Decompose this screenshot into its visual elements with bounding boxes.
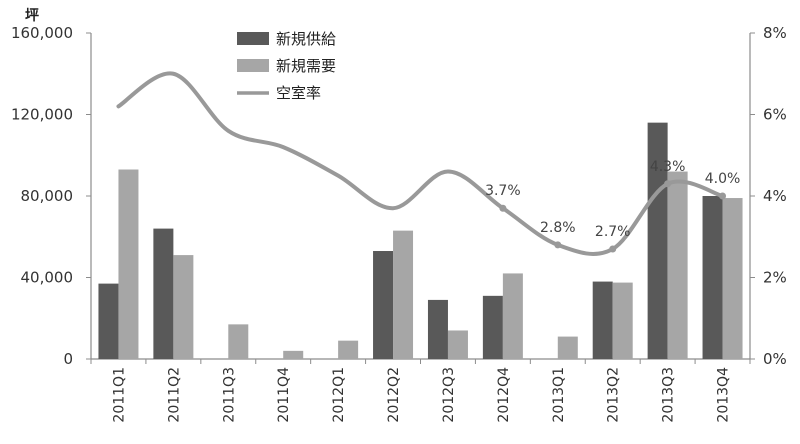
x-axis-ticks: 2011Q1 2011Q2 2011Q3 2011Q4 2012Q1 2012Q2 2012… [90,359,751,423]
right-tick-label: 8% [763,24,787,42]
x-tick-label: 2011Q4 [276,367,292,423]
legend-label-supply: 新規供給 [276,30,336,48]
x-tick-label: 2012Q1 [331,367,347,423]
bar-demand [612,282,633,359]
right-tick-label: 6% [763,106,787,124]
bar-supply [427,299,448,359]
legend-label-demand: 新規需要 [276,57,336,75]
x-tick-label: 2011Q3 [221,367,237,423]
left-axis-unit: 坪 [25,8,39,24]
x-tick-label: 2012Q3 [441,367,457,423]
right-axis-ticks: 0% 2% 4% 6% 8% [750,24,787,368]
bar-demand [118,169,139,359]
x-tick-label: 2013Q4 [716,367,732,423]
line-series [116,71,725,256]
x-tick-label: 2012Q2 [386,367,402,423]
bar-demand [228,324,249,359]
bar-supply [482,295,503,359]
bar-supply [373,251,394,359]
vacancy-data-label: 4.3% [650,159,686,175]
vacancy-point [609,245,617,253]
x-tick-label: 2013Q2 [606,367,622,423]
vacancy-point [719,192,727,200]
bar-supply [153,228,174,359]
bar-demand [393,230,414,359]
bar-supply [592,281,613,359]
bar-supply [702,196,723,359]
right-tick-label: 2% [763,269,787,287]
bar-demand [283,350,304,359]
right-tick-label: 0% [763,350,787,368]
legend: 新規供給 新規需要 空室率 [237,30,336,102]
x-tick-label: 2011Q2 [166,367,182,423]
bar-demand [173,255,194,359]
vacancy-data-label: 2.8% [540,220,576,236]
bar-demand [502,273,523,359]
legend-swatch-demand [237,59,269,72]
left-tick-label: 160,000 [11,24,73,42]
bar-demand [557,336,578,359]
vacancy-point [554,241,562,249]
bar-series [98,122,743,360]
right-tick-label: 4% [763,187,787,205]
vacancy-point [499,204,507,212]
data-labels: 3.7% 2.8% 2.7% 4.3% 4.0% [485,159,740,253]
vacancy-data-label: 4.0% [705,171,741,187]
vacancy-point [664,180,672,188]
bar-demand [447,330,468,359]
legend-swatch-supply [237,32,269,45]
vacancy-rate-line [116,71,725,256]
left-tick-label: 0 [63,350,73,368]
left-axis-ticks: 0 40,000 80,000 120,000 160,000 [11,24,91,368]
x-tick-label: 2013Q3 [661,367,677,423]
vacancy-data-label: 3.7% [485,183,521,199]
left-tick-label: 40,000 [21,269,74,287]
x-tick-label: 2011Q1 [111,367,127,423]
bar-supply [647,122,668,360]
vacancy-data-label: 2.7% [595,224,631,240]
left-tick-label: 120,000 [11,106,73,124]
legend-label-vacancy: 空室率 [276,84,321,102]
x-tick-label: 2013Q1 [551,367,567,423]
bar-supply [98,283,119,359]
x-tick-label: 2012Q4 [496,367,512,423]
bar-demand [667,171,688,359]
left-tick-label: 80,000 [21,187,74,205]
bar-demand [722,198,743,359]
bar-demand [338,340,359,359]
